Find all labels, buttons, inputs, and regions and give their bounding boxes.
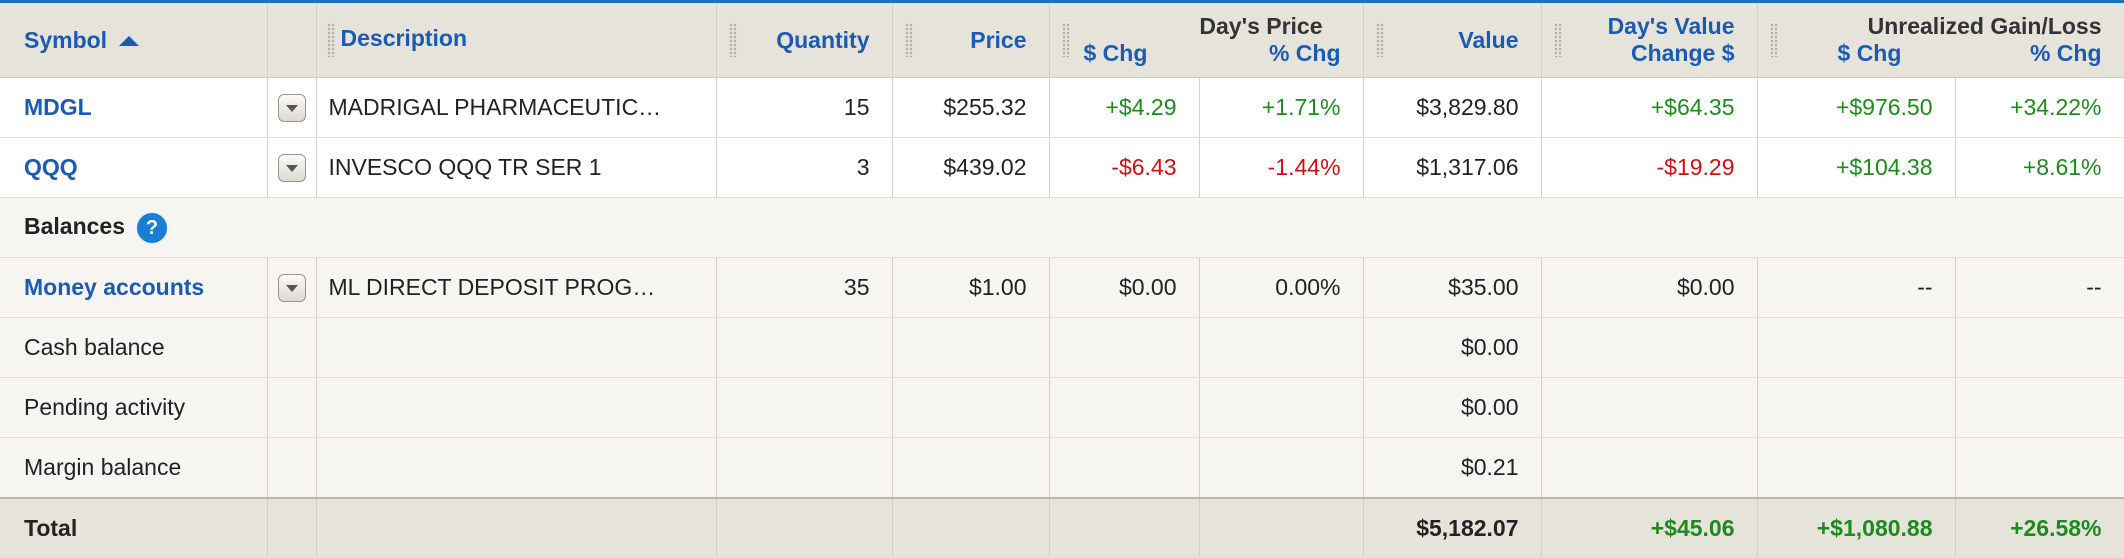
col-header-symbol-label: Symbol [24, 26, 108, 53]
price-pct-cell: +1.71% [1199, 77, 1364, 138]
table-row: Cash balance $0.00 [0, 317, 2124, 378]
price-cell: $439.02 [892, 137, 1050, 198]
column-drag-handle-icon[interactable] [1769, 23, 1778, 57]
table-row: Money accounts ML DIRECT DEPOSIT PROG… 3… [0, 257, 2124, 318]
symbol-link[interactable]: QQQ [0, 137, 268, 198]
column-drag-handle-icon[interactable] [1375, 23, 1384, 57]
column-drag-handle-icon[interactable] [1061, 23, 1070, 57]
value-cell: $35.00 [1363, 257, 1542, 318]
col-header-unrealized[interactable]: Unrealized Gain/Loss $ Chg % Chg [1757, 3, 2124, 78]
quantity-cell: 3 [716, 137, 893, 198]
description-cell: MADRIGAL PHARMACEUTIC… [316, 77, 717, 138]
table-row: Margin balance $0.21 [0, 437, 2124, 499]
col-header-value[interactable]: Value [1363, 3, 1542, 78]
col-header-quantity-label: Quantity [776, 26, 870, 53]
sort-ascending-icon [119, 36, 140, 47]
description-cell: INVESCO QQQ TR SER 1 [316, 137, 717, 198]
total-row: Total $5,182.07 +$45.06 +$1,080.88 +26.5… [0, 497, 2124, 558]
price-chg-cell: $0.00 [1049, 257, 1200, 318]
money-accounts-link[interactable]: Money accounts [0, 257, 268, 318]
quantity-cell: 35 [716, 257, 893, 318]
value-cell: $3,829.80 [1363, 77, 1542, 138]
col-header-price-label: Price [970, 26, 1027, 53]
pending-activity-value: $0.00 [1363, 377, 1542, 438]
balances-label: Balances [24, 212, 126, 239]
column-drag-handle-icon[interactable] [1553, 23, 1562, 57]
days-value-line2: Change $ [1630, 40, 1735, 66]
col-header-quantity[interactable]: Quantity [716, 3, 893, 78]
unrealized-chg-cell: -- [1757, 257, 1956, 318]
chevron-down-icon[interactable] [277, 153, 306, 182]
unrealized-chg-cell: +$976.50 [1757, 77, 1956, 138]
row-actions-cell [267, 137, 317, 198]
unrealized-group-label: Unrealized Gain/Loss [1867, 13, 2102, 39]
price-pct-cell: -1.44% [1199, 137, 1364, 198]
unrealized-chg-cell: +$104.38 [1757, 137, 1956, 198]
header-row: Symbol Description Quantity Price Day's … [0, 3, 2124, 78]
day-value-chg-cell: $0.00 [1541, 257, 1758, 318]
balances-heading: Balances? [0, 197, 2124, 258]
col-header-symbol[interactable]: Symbol [0, 3, 268, 78]
column-drag-handle-icon[interactable] [904, 23, 913, 57]
chevron-down-icon[interactable] [277, 273, 306, 302]
symbol-link[interactable]: MDGL [0, 77, 268, 138]
col-header-price[interactable]: Price [892, 3, 1050, 78]
col-header-value-label: Value [1458, 26, 1519, 53]
price-cell: $1.00 [892, 257, 1050, 318]
column-drag-handle-icon[interactable] [326, 23, 335, 57]
value-cell: $1,317.06 [1363, 137, 1542, 198]
unrealized-pct-label: % Chg [2029, 40, 2102, 66]
help-icon[interactable]: ? [135, 210, 170, 245]
price-chg-cell: -$6.43 [1049, 137, 1200, 198]
table-row: QQQ INVESCO QQQ TR SER 1 3 $439.02 -$6.4… [0, 137, 2124, 198]
price-cell: $255.32 [892, 77, 1050, 138]
table-row: Pending activity $0.00 [0, 377, 2124, 438]
cash-balance-value: $0.00 [1363, 317, 1542, 378]
unrealized-chg-label: $ Chg [1837, 40, 1902, 66]
total-value: $5,182.07 [1363, 497, 1542, 558]
row-actions-cell [267, 77, 317, 138]
column-drag-handle-icon[interactable] [728, 23, 737, 57]
holdings-table: Symbol Description Quantity Price Day's … [0, 3, 2124, 558]
unrealized-pct-cell: +34.22% [1955, 77, 2124, 138]
margin-balance-label: Margin balance [0, 437, 268, 499]
margin-balance-value: $0.21 [1363, 437, 1542, 499]
table-row: MDGL MADRIGAL PHARMACEUTIC… 15 $255.32 +… [0, 77, 2124, 138]
days-price-chg-label: $ Chg [1083, 40, 1148, 66]
col-header-actions [267, 3, 317, 78]
price-chg-cell: +$4.29 [1049, 77, 1200, 138]
col-header-description[interactable]: Description [316, 3, 717, 78]
days-price-group-label: Day's Price [1199, 13, 1323, 39]
quantity-cell: 15 [716, 77, 893, 138]
day-value-chg-cell: +$64.35 [1541, 77, 1758, 138]
description-cell: ML DIRECT DEPOSIT PROG… [316, 257, 717, 318]
col-header-days-price[interactable]: Day's Price $ Chg % Chg [1049, 3, 1364, 78]
price-pct-cell: 0.00% [1199, 257, 1364, 318]
total-unrealized-chg: +$1,080.88 [1757, 497, 1956, 558]
pending-activity-label: Pending activity [0, 377, 268, 438]
days-value-line1: Day's Value [1607, 13, 1735, 39]
total-label: Total [0, 497, 268, 558]
cash-balance-label: Cash balance [0, 317, 268, 378]
total-unrealized-pct: +26.58% [1955, 497, 2124, 558]
total-day-value-chg: +$45.06 [1541, 497, 1758, 558]
unrealized-pct-cell: +8.61% [1955, 137, 2124, 198]
unrealized-pct-cell: -- [1955, 257, 2124, 318]
top-accent-bar [0, 0, 2124, 3]
chevron-down-icon[interactable] [277, 93, 306, 122]
col-header-days-value-change[interactable]: Day's Value Change $ [1541, 3, 1758, 78]
balances-section-row: Balances? [0, 197, 2124, 258]
row-actions-cell [267, 257, 317, 318]
day-value-chg-cell: -$19.29 [1541, 137, 1758, 198]
col-header-description-label: Description [340, 25, 468, 52]
days-price-pct-label: % Chg [1268, 40, 1341, 66]
